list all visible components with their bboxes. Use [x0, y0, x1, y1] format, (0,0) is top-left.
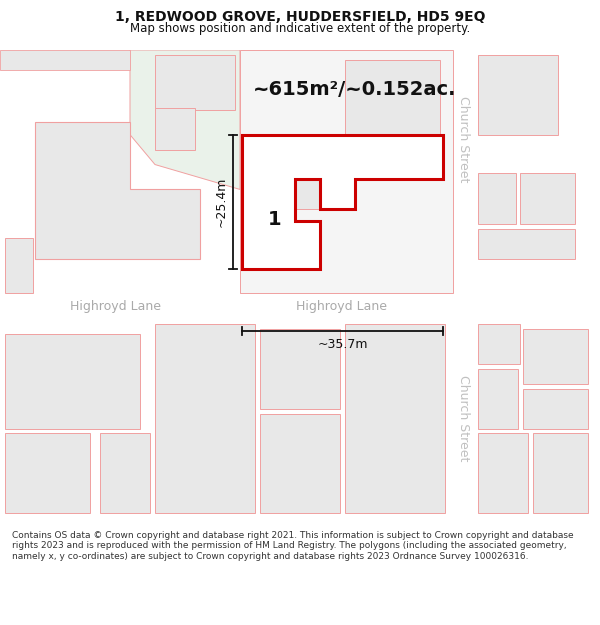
Bar	[453, 50, 475, 528]
Text: 1, REDWOOD GROVE, HUDDERSFIELD, HD5 9EQ: 1, REDWOOD GROVE, HUDDERSFIELD, HD5 9EQ	[115, 10, 485, 24]
Bar	[5, 434, 90, 513]
Text: Contains OS data © Crown copyright and database right 2021. This information is : Contains OS data © Crown copyright and d…	[12, 531, 574, 561]
Text: Map shows position and indicative extent of the property.: Map shows position and indicative extent…	[130, 22, 470, 35]
Bar	[5, 238, 33, 293]
Bar	[240, 50, 453, 293]
Polygon shape	[255, 159, 340, 269]
Bar	[0, 293, 600, 319]
Bar	[345, 60, 440, 144]
Text: ~35.7m: ~35.7m	[317, 338, 368, 351]
Text: Church Street: Church Street	[458, 376, 470, 462]
Bar	[5, 334, 140, 429]
Polygon shape	[35, 122, 200, 259]
Bar	[533, 434, 588, 513]
Bar	[478, 434, 528, 513]
Polygon shape	[130, 50, 240, 189]
Text: ~25.4m: ~25.4m	[215, 177, 228, 227]
Bar	[155, 107, 195, 149]
Bar	[155, 55, 235, 110]
Bar	[523, 389, 588, 429]
Bar	[478, 229, 575, 259]
Bar	[523, 329, 588, 384]
Bar	[345, 324, 445, 513]
Text: Highroyd Lane: Highroyd Lane	[296, 301, 388, 314]
Text: 1: 1	[268, 210, 282, 229]
Bar	[520, 173, 575, 224]
Bar	[478, 55, 558, 134]
Text: Highroyd Lane: Highroyd Lane	[70, 301, 161, 314]
Bar	[478, 369, 518, 429]
Bar	[478, 173, 516, 224]
Polygon shape	[242, 134, 443, 269]
Text: ~615m²/~0.152ac.: ~615m²/~0.152ac.	[253, 81, 457, 99]
Bar	[155, 324, 255, 513]
Bar	[260, 414, 340, 513]
Bar	[0, 50, 130, 70]
Text: Church Street: Church Street	[458, 96, 470, 183]
Bar	[260, 329, 340, 409]
Bar	[100, 434, 150, 513]
Bar	[478, 324, 520, 364]
